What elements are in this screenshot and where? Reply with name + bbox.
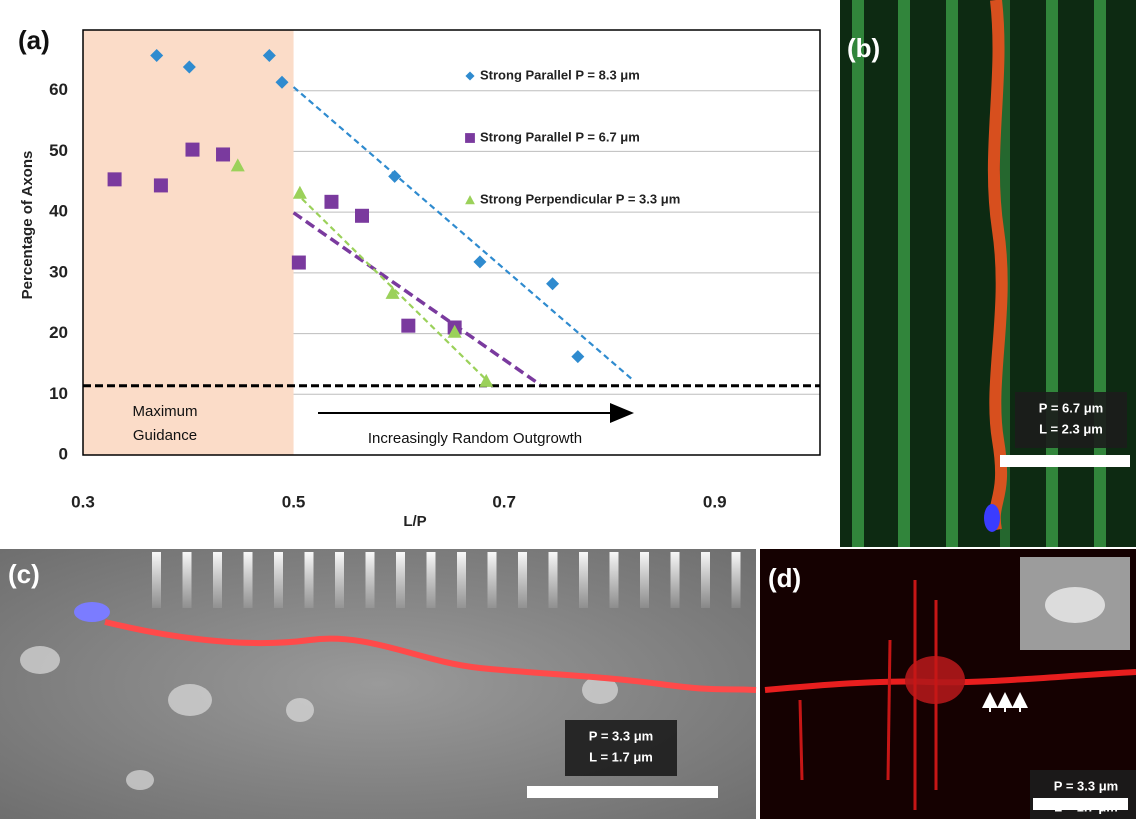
trend-line	[292, 211, 541, 387]
label-box	[1030, 770, 1136, 819]
shaded-region	[83, 30, 294, 455]
data-point	[107, 172, 122, 187]
pillar	[213, 552, 222, 608]
stripe	[898, 0, 910, 547]
data-point	[401, 318, 416, 333]
panel-label: (b)	[847, 33, 880, 63]
x-axis-label: L/P	[403, 513, 426, 530]
blob	[582, 676, 618, 704]
stripe	[946, 0, 958, 547]
pillar	[396, 552, 405, 608]
panel-annotation: P = 3.3 μm	[589, 728, 653, 743]
data-point	[150, 49, 164, 62]
data-point	[182, 60, 196, 74]
y-tick-label: 30	[49, 262, 68, 281]
pillar	[335, 552, 344, 608]
pillar	[518, 552, 527, 608]
blob	[168, 684, 212, 716]
scale-bar	[1000, 455, 1130, 467]
axon	[104, 619, 757, 693]
y-axis-label: Percentage of Axons	[19, 151, 36, 300]
annotation: Increasingly Random Outgrowth	[368, 430, 582, 447]
data-point	[473, 255, 487, 269]
panel-label: (a)	[18, 25, 50, 55]
pillar	[274, 552, 283, 608]
pillar	[640, 552, 649, 608]
data-point	[185, 142, 200, 157]
pillar	[243, 552, 253, 608]
data-point	[447, 324, 462, 338]
data-point	[355, 208, 370, 223]
y-tick-label: 10	[49, 384, 68, 403]
data-point	[385, 285, 400, 299]
panel-annotation: L = 2.3 μm	[1039, 421, 1103, 436]
pillar	[304, 552, 314, 608]
panel-label: (c)	[8, 559, 40, 589]
cell-body	[74, 602, 110, 622]
pillar	[701, 552, 710, 608]
axon	[987, 0, 1008, 532]
y-tick-label: 40	[49, 202, 68, 221]
scale-bar	[1033, 798, 1128, 810]
x-tick-label: 0.3	[71, 492, 95, 511]
panel-label: (d)	[768, 563, 801, 593]
legend-marker	[465, 195, 475, 205]
legend-marker	[465, 71, 475, 81]
neurite	[886, 639, 892, 781]
data-point	[291, 255, 306, 270]
cell-body	[984, 504, 1000, 532]
pillar	[670, 552, 680, 608]
pillar	[152, 552, 161, 608]
annotation: Maximum Guidance	[132, 403, 198, 444]
data-point	[275, 75, 289, 89]
pillar	[426, 552, 436, 608]
y-tick-label: 50	[49, 141, 68, 160]
legend-label: Strong Parallel P = 6.7 μm	[480, 129, 640, 144]
neurite	[798, 699, 804, 781]
legend-marker	[465, 133, 475, 143]
blob	[286, 698, 314, 722]
y-tick-label: 0	[59, 444, 68, 463]
pillar	[182, 552, 192, 608]
trend-line	[301, 198, 495, 388]
scale-bar	[527, 786, 718, 798]
data-point	[546, 277, 560, 291]
pillar	[609, 552, 619, 608]
data-point	[153, 178, 168, 193]
legend-label: Strong Perpendicular P = 3.3 μm	[480, 191, 680, 206]
pillar	[457, 552, 466, 608]
pillar	[365, 552, 375, 608]
trend-line	[292, 86, 634, 381]
panel-annotation: L = 1.7 μm	[589, 749, 653, 764]
y-tick-label: 20	[49, 323, 68, 342]
blob	[20, 646, 60, 674]
y-tick-label: 60	[49, 80, 68, 99]
pillar	[548, 552, 558, 608]
x-tick-label: 0.5	[282, 492, 306, 511]
pillar	[579, 552, 588, 608]
inset-cell	[1045, 587, 1105, 623]
panel-annotation: P = 3.3 μm	[1054, 778, 1118, 793]
x-tick-label: 0.9	[703, 492, 727, 511]
data-point	[571, 350, 585, 364]
data-point	[324, 194, 339, 209]
plot-frame	[82, 29, 821, 456]
label-box	[1015, 392, 1127, 448]
pillar	[487, 552, 497, 608]
data-point	[479, 373, 494, 387]
data-point	[388, 169, 402, 183]
legend-label: Strong Parallel P = 8.3 μm	[480, 67, 640, 82]
data-point	[216, 147, 231, 162]
panel-annotation: P = 6.7 μm	[1039, 400, 1103, 415]
blob	[126, 770, 154, 790]
data-point	[292, 185, 307, 199]
data-point	[262, 49, 276, 62]
label-box	[565, 720, 677, 776]
data-point	[230, 158, 245, 172]
x-tick-label: 0.7	[492, 492, 516, 511]
pillar	[731, 552, 741, 608]
stripe	[852, 0, 864, 547]
